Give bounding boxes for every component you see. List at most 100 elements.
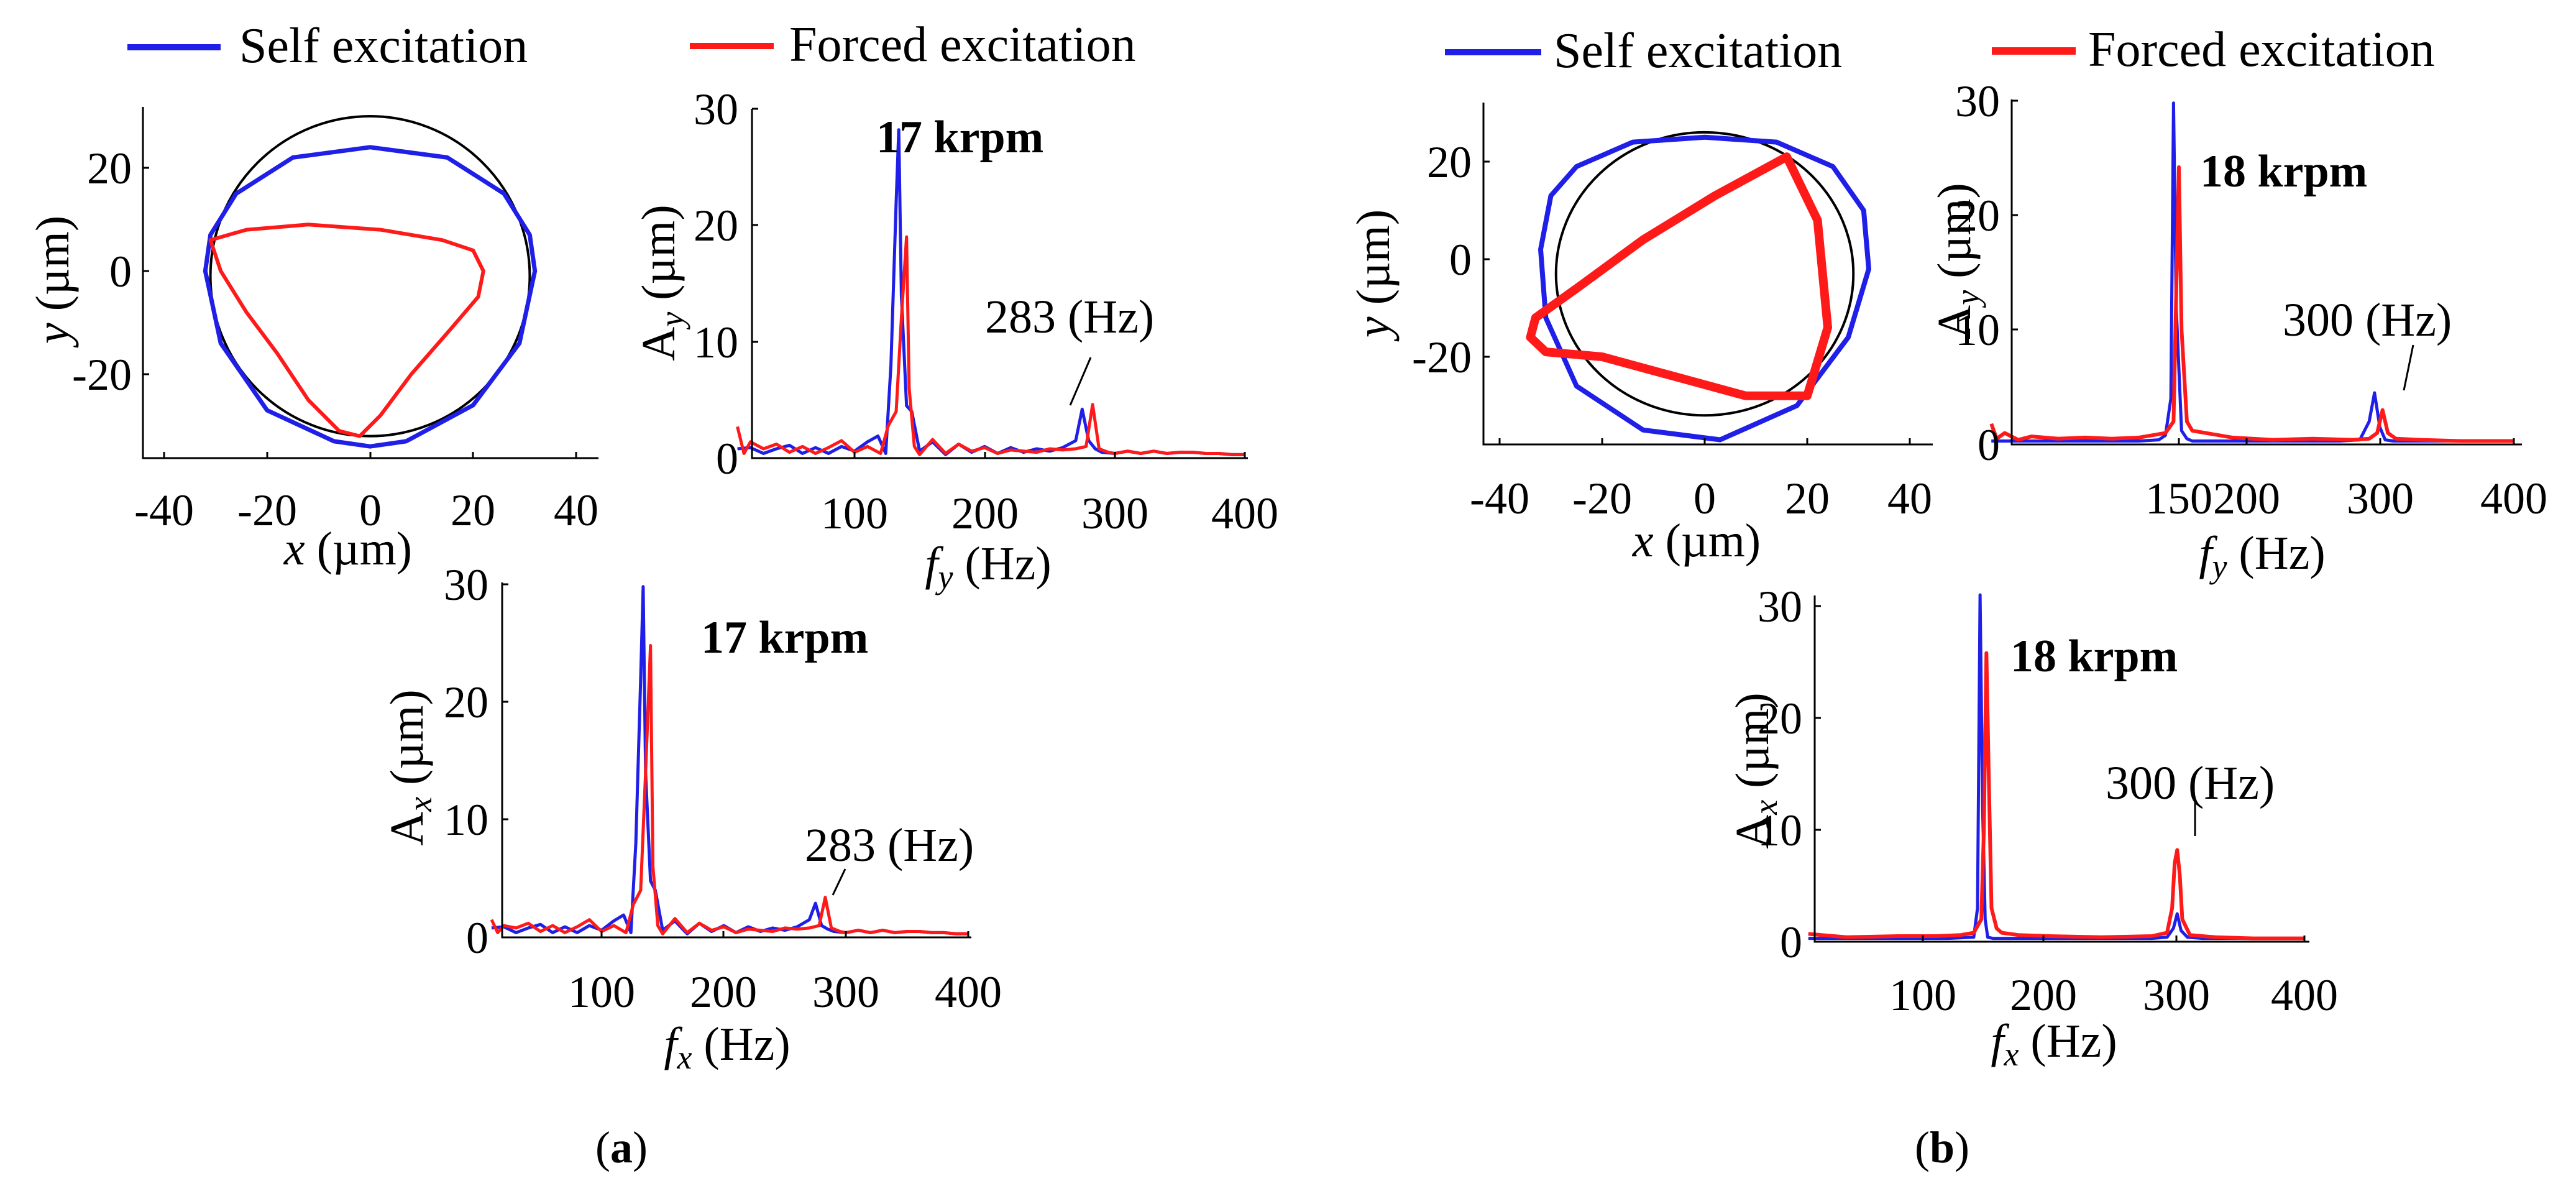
orbit-traces (203, 115, 538, 449)
x-tick-label: -20 (237, 485, 297, 535)
y-tick-label: -20 (1412, 333, 1472, 382)
x-axis-label: x (µm) (1632, 515, 1761, 567)
x-tick-label: -40 (134, 485, 194, 535)
spectrum-fx-b: 100 200 300 400 30 20 10 0 18 krpm 300 (… (1726, 582, 2338, 1073)
peak-annotation: 300 (Hz) (2283, 294, 2452, 346)
y-tick-label: 0 (1780, 917, 1802, 967)
x-tick-label: 300 (2143, 970, 2210, 1020)
reference-circle (209, 115, 531, 438)
orbit-traces (1526, 131, 1871, 443)
y-axis-label: Ay (µm) (633, 205, 690, 361)
x-ticks: 100 200 300 400 (568, 931, 1002, 1017)
x-ticks: -40 -20 0 20 40 (134, 452, 598, 535)
speed-label: 17 krpm (876, 112, 1043, 163)
y-tick-label: 10 (444, 795, 488, 845)
x-tick-label: 300 (2347, 474, 2414, 523)
x-tick-label: 300 (1081, 489, 1148, 538)
self-excitation-spectrum-line (1808, 593, 2304, 940)
spectrum-traces (736, 128, 1245, 456)
speed-label: 18 krpm (2200, 146, 2367, 197)
y-tick-label: 20 (1955, 191, 2000, 241)
x-tick-label: 200 (690, 967, 757, 1017)
y-ticks: 30 20 10 0 (1758, 582, 1821, 967)
x-tick-label: 400 (2271, 970, 2338, 1020)
x-axis-label: fx (Hz) (1991, 1015, 2117, 1073)
x-tick-label: 100 (568, 967, 635, 1017)
y-ticks: 30 20 10 0 (1955, 76, 2018, 470)
x-tick-label: 20 (451, 485, 495, 535)
y-ticks: 30 20 10 0 (444, 560, 508, 963)
peak-annotation: 300 (Hz) (2106, 757, 2275, 809)
forced-excitation-spectrum-line (736, 235, 1245, 456)
forced-excitation-orbit (1526, 152, 1832, 400)
panel-label-b: (b) (1915, 1123, 1969, 1172)
y-tick-label: 0 (716, 434, 738, 484)
y-tick-label: 30 (694, 85, 738, 134)
y-tick-label: 10 (1955, 305, 2000, 355)
x-tick-label: 200 (2010, 970, 2077, 1020)
spectrum-fy-a: 100 200 300 400 30 20 10 0 17 krpm 283 (… (633, 85, 1278, 595)
self-excitation-spectrum-line (1991, 101, 2514, 443)
x-tick-label: 300 (812, 967, 879, 1017)
x-tick-label: 0 (1694, 474, 1716, 523)
x-ticks: 100 200 300 400 (821, 452, 1278, 538)
y-tick-label: 0 (1449, 235, 1472, 285)
y-tick-label: 20 (694, 201, 738, 251)
y-tick-label: 20 (1427, 137, 1472, 187)
y-tick-label: 10 (694, 318, 738, 367)
y-tick-label: 20 (1758, 694, 1802, 743)
spectrum-axes (501, 582, 971, 939)
y-tick-label: 10 (1758, 806, 1802, 855)
legend-self-label: Self excitation (1554, 24, 1842, 78)
x-ticks: -40 -20 0 20 40 (1470, 438, 1932, 523)
x-ticks: 100 200 300 400 (1889, 935, 2338, 1020)
spectrum-fx-a: 100 200 300 400 30 20 10 0 17 krpm 283 (… (381, 560, 1002, 1076)
spectrum-axes (1813, 595, 2309, 943)
x-tick-label: -20 (1572, 474, 1632, 523)
x-tick-label: 40 (1887, 474, 1932, 523)
y-tick-label: 30 (1955, 76, 2000, 126)
y-tick-label: -20 (72, 350, 132, 400)
orbit-plot-b: -40 -20 0 20 40 20 0 -20 x (µm) y (µm) (1347, 103, 1933, 567)
panel-label-a: (a) (595, 1123, 648, 1172)
x-axis-label: x (µm) (283, 523, 412, 575)
y-ticks: 20 0 -20 (1412, 137, 1490, 382)
y-tick-label: 0 (466, 913, 488, 963)
x-tick-label: 400 (935, 967, 1002, 1017)
x-tick-label: 400 (1211, 489, 1278, 538)
legend-forced-label: Forced excitation (789, 17, 1136, 72)
y-axis-label: Ax (µm) (1726, 692, 1784, 848)
orbit-axes (142, 107, 598, 459)
forced-excitation-spectrum-line (1989, 165, 2514, 443)
y-axis-label: Ax (µm) (381, 689, 439, 845)
x-tick-label: -40 (1470, 474, 1529, 523)
x-axis-label: fx (Hz) (664, 1018, 790, 1076)
x-tick-label: 400 (2480, 474, 2547, 523)
y-tick-label: 0 (1978, 420, 2000, 470)
x-tick-label: 200 (2213, 474, 2280, 523)
spectrum-traces (1989, 101, 2514, 443)
legend-a: Self excitation Forced excitation (127, 17, 1136, 73)
y-axis-label: y (µm) (27, 216, 79, 348)
speed-label: 17 krpm (701, 612, 868, 663)
self-excitation-orbit (203, 145, 538, 449)
x-tick-label: 0 (359, 485, 382, 535)
y-tick-label: 30 (444, 560, 488, 610)
peak-annotation: 283 (Hz) (985, 291, 1154, 343)
x-ticks: 150 200 300 400 (2145, 438, 2547, 523)
peak-annotation: 283 (Hz) (805, 819, 974, 871)
x-tick-label: 20 (1785, 474, 1830, 523)
annotation-leader (832, 868, 846, 896)
legend-b: Self excitation Forced excitation (1445, 22, 2435, 78)
legend-forced-label: Forced excitation (2088, 22, 2435, 77)
annotation-leader (2403, 344, 2414, 391)
x-tick-label: 150 (2145, 474, 2212, 523)
forced-excitation-spectrum-line (490, 644, 968, 935)
y-axis-label: y (µm) (1347, 209, 1400, 342)
orbit-plot-a: -40 -20 0 20 40 20 0 -20 x (µm) y (µm) (27, 107, 598, 575)
spectrum-traces (490, 585, 968, 935)
x-axis-label: fy (Hz) (2199, 527, 2325, 585)
x-tick-label: 100 (821, 489, 888, 538)
